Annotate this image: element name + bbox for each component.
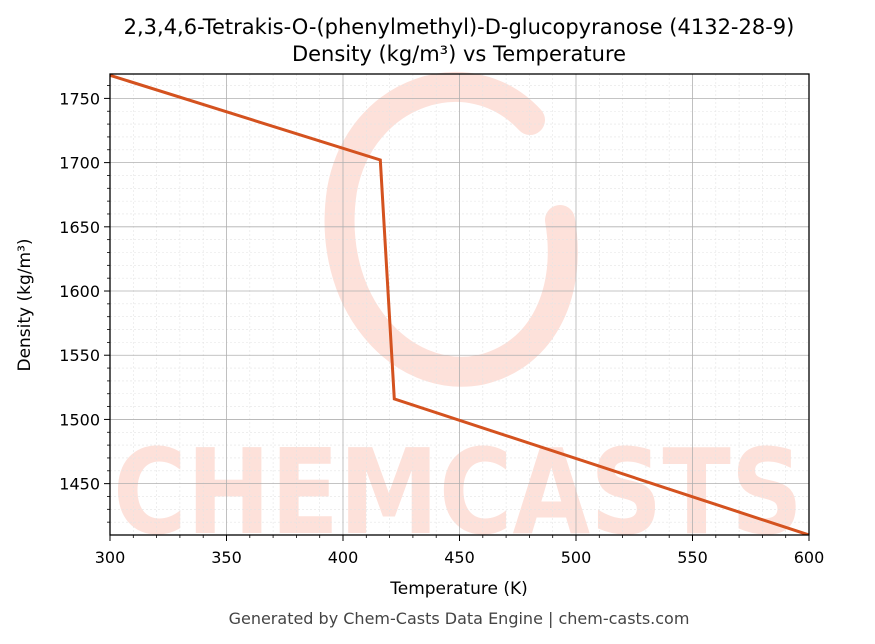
footer-credit: Generated by Chem-Casts Data Engine | ch… (229, 609, 690, 628)
plot-area (110, 74, 809, 535)
density-series-line (110, 74, 809, 535)
major-grid (109, 74, 810, 535)
axis-ticks: 300 350 400 450 500 550 600 1450 1500 1550 1600 165… (59, 85, 825, 567)
x-tick-label: 500 (561, 548, 592, 567)
watermark-letters: CHEMCASTS (113, 423, 803, 561)
y-tick-label: 1550 (59, 346, 100, 365)
y-axis-label: Density (kg/m³) (15, 238, 35, 371)
chart-title: 2,3,4,6-Tetrakis-O-(phenylmethyl)-D-gluc… (124, 15, 795, 39)
y-tick-label: 1700 (59, 154, 100, 173)
x-tick-label: 300 (95, 548, 126, 567)
x-tick-label: 550 (677, 548, 708, 567)
x-tick-label: 400 (328, 548, 359, 567)
x-axis-label: Temperature (K) (389, 579, 528, 599)
x-tick-label: 350 (211, 548, 242, 567)
watermark-swoosh (324, 72, 578, 387)
y-tick-label: 1600 (59, 282, 100, 301)
y-tick-label: 1650 (59, 218, 100, 237)
x-tick-label: 450 (444, 548, 475, 567)
x-tick-label: 600 (794, 548, 825, 567)
y-tick-label: 1450 (59, 475, 100, 494)
chemcasts-watermark: CHEMCASTS (113, 72, 803, 561)
chart-subtitle: Density (kg/m³) vs Temperature (292, 42, 626, 66)
y-tick-label: 1750 (59, 89, 100, 108)
y-tick-label: 1500 (59, 410, 100, 429)
